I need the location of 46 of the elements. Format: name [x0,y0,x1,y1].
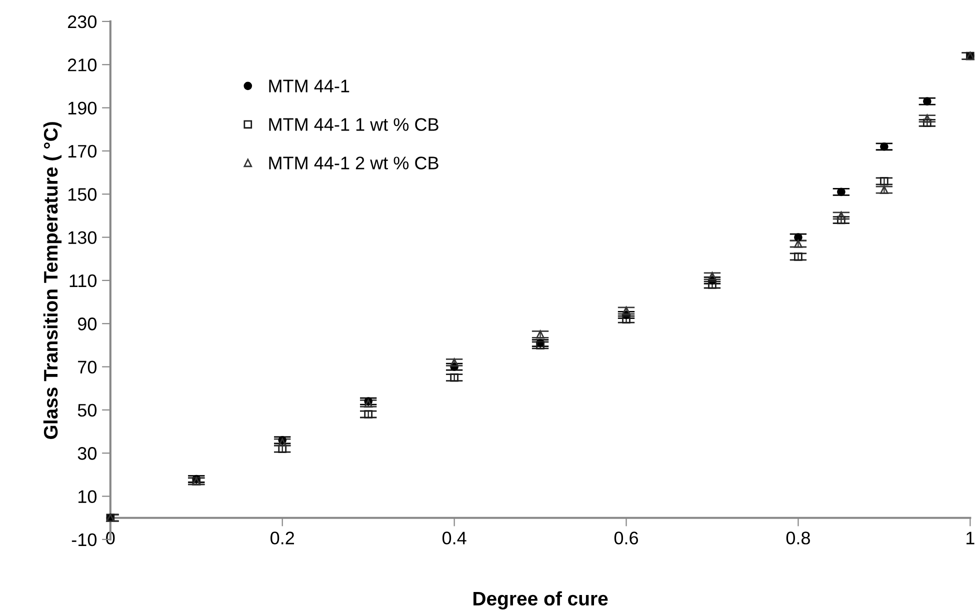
y-tick-label: -10 [72,533,97,546]
point [837,216,846,224]
y-tick-label: 230 [68,15,97,28]
y-tick-label: 130 [68,231,97,244]
point [880,142,888,151]
point [364,410,372,418]
y-tick-label: 10 [78,490,96,503]
point [837,188,846,196]
point [794,252,802,261]
x-tick-label: 1 [966,532,974,544]
point [708,272,716,280]
y-tick-label: 170 [68,144,97,158]
y-tick-label: 150 [68,188,97,201]
x-tick-label: 0.6 [614,532,638,544]
point [278,444,287,453]
point [880,186,888,194]
y-tick-label: 50 [78,404,96,417]
legend-label: MTM 44-1 2 wt % CB [269,156,438,170]
point [880,177,888,186]
legend-label: MTM 44-1 1 wt % CB [269,118,438,131]
y-tick-label: 90 [78,318,96,330]
point [708,280,716,289]
point [923,118,932,128]
point [622,306,630,315]
legend-label: MTM 44-1 [269,80,350,92]
point [837,212,846,220]
point [794,233,802,242]
y-tick-label: 190 [68,102,97,115]
x-tick-label: 0.8 [786,532,810,544]
x-tick-label: 0.2 [270,532,294,544]
y-tick-label: 30 [78,447,96,460]
x-tick-label: 0.4 [442,532,466,544]
point [536,330,544,339]
y-tick-label: 110 [70,274,97,288]
y-tick-label: 210 [68,58,97,72]
point [794,240,802,248]
point [450,373,458,382]
point [923,114,932,123]
point [536,341,544,350]
point [364,399,372,408]
point [450,358,458,367]
y-tick-label: 70 [78,360,96,374]
y-axis-title: Glass Transition Temperature ( °C) [43,122,62,439]
point [923,97,932,106]
point [622,315,630,324]
x-axis-title: Degree of cure [474,591,608,610]
